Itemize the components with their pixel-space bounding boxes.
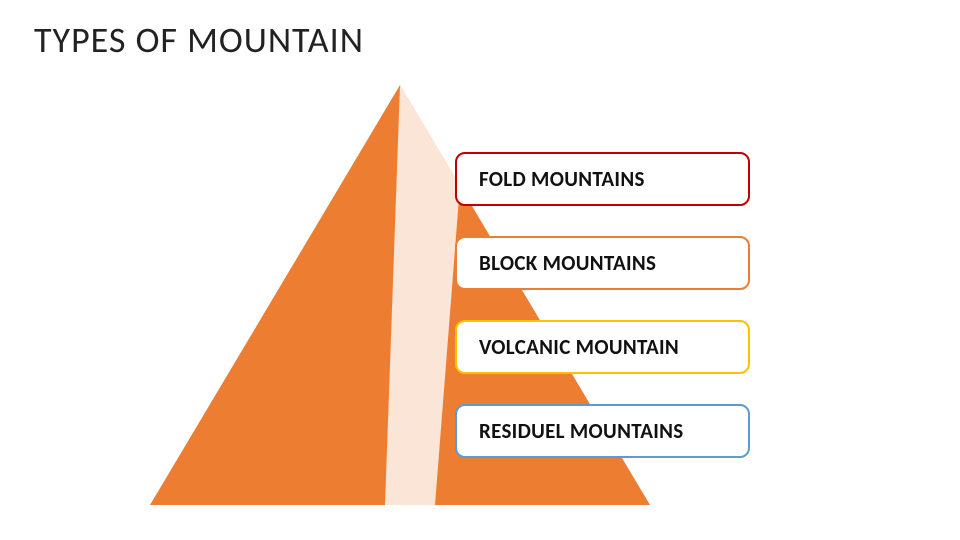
type-boxes: FOLD MOUNTAINS BLOCK MOUNTAINS VOLCANIC … [455, 152, 765, 488]
type-box-block: BLOCK MOUNTAINS [455, 236, 750, 290]
type-box-fold: FOLD MOUNTAINS [455, 152, 750, 206]
type-box-label: VOLCANIC MOUNTAIN [479, 334, 679, 360]
type-box-volcanic: VOLCANIC MOUNTAIN [455, 320, 750, 374]
page-title: TYPES OF MOUNTAIN [34, 18, 364, 62]
type-box-label: RESIDUEL MOUNTAINS [479, 418, 684, 444]
type-box-label: BLOCK MOUNTAINS [479, 250, 656, 276]
type-box-label: FOLD MOUNTAINS [479, 166, 645, 192]
slide: TYPES OF MOUNTAIN FOLD MOUNTAINS BLOCK M… [0, 0, 960, 540]
type-box-residual: RESIDUEL MOUNTAINS [455, 404, 750, 458]
